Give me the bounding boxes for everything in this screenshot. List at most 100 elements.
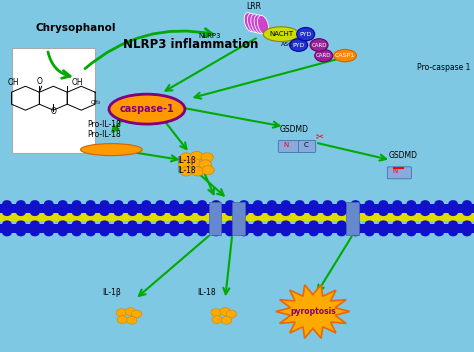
Circle shape — [128, 229, 137, 236]
Bar — [0, 204, 474, 213]
Bar — [346, 202, 359, 235]
Ellipse shape — [257, 15, 269, 34]
Circle shape — [183, 220, 193, 227]
Circle shape — [44, 229, 54, 236]
Circle shape — [183, 229, 193, 236]
Circle shape — [114, 209, 123, 216]
Text: OH: OH — [72, 78, 83, 87]
Circle shape — [72, 200, 82, 207]
Circle shape — [170, 220, 179, 227]
Circle shape — [220, 308, 230, 315]
Circle shape — [86, 220, 95, 227]
Circle shape — [197, 220, 207, 227]
Circle shape — [128, 220, 137, 227]
Text: GSDMD: GSDMD — [389, 151, 418, 160]
Ellipse shape — [297, 27, 315, 41]
Circle shape — [448, 209, 458, 216]
Text: O: O — [50, 107, 56, 117]
Circle shape — [392, 209, 402, 216]
Text: PYD: PYD — [300, 32, 312, 37]
Circle shape — [142, 200, 151, 207]
Text: NACHT: NACHT — [269, 31, 293, 37]
Circle shape — [295, 229, 304, 236]
Circle shape — [448, 220, 458, 227]
Circle shape — [239, 209, 249, 216]
Circle shape — [2, 200, 12, 207]
Circle shape — [365, 200, 374, 207]
Circle shape — [183, 200, 193, 207]
Circle shape — [267, 209, 277, 216]
Circle shape — [86, 209, 95, 216]
Circle shape — [226, 310, 237, 318]
Circle shape — [462, 209, 472, 216]
Circle shape — [407, 209, 416, 216]
Ellipse shape — [251, 14, 262, 33]
Circle shape — [44, 200, 54, 207]
Circle shape — [337, 200, 346, 207]
Ellipse shape — [109, 94, 185, 124]
Circle shape — [16, 200, 26, 207]
Circle shape — [114, 229, 123, 236]
Bar — [232, 202, 245, 235]
Circle shape — [16, 209, 26, 216]
Circle shape — [295, 209, 304, 216]
Circle shape — [407, 220, 416, 227]
Circle shape — [420, 200, 430, 207]
Circle shape — [379, 209, 388, 216]
Circle shape — [434, 209, 444, 216]
Circle shape — [2, 209, 12, 216]
Circle shape — [114, 220, 123, 227]
Circle shape — [58, 200, 67, 207]
Circle shape — [253, 209, 263, 216]
Circle shape — [202, 165, 214, 175]
Circle shape — [253, 220, 263, 227]
Text: LRR: LRR — [246, 1, 261, 11]
Circle shape — [434, 200, 444, 207]
Ellipse shape — [244, 13, 255, 32]
FancyBboxPatch shape — [387, 167, 411, 179]
Circle shape — [180, 153, 192, 162]
Text: PYD: PYD — [292, 43, 305, 48]
Text: C: C — [303, 142, 308, 148]
Circle shape — [211, 229, 221, 236]
Circle shape — [2, 229, 12, 236]
Circle shape — [323, 229, 332, 236]
Circle shape — [58, 220, 67, 227]
Circle shape — [365, 229, 374, 236]
Text: NLRP3: NLRP3 — [198, 33, 220, 39]
Circle shape — [58, 229, 67, 236]
Circle shape — [462, 229, 472, 236]
Circle shape — [199, 160, 211, 169]
Bar — [0, 213, 474, 221]
Circle shape — [225, 220, 235, 227]
Circle shape — [365, 209, 374, 216]
Circle shape — [180, 167, 192, 176]
Ellipse shape — [290, 39, 308, 51]
Circle shape — [295, 200, 304, 207]
Circle shape — [281, 200, 291, 207]
Circle shape — [155, 200, 165, 207]
FancyBboxPatch shape — [278, 140, 300, 152]
Circle shape — [253, 229, 263, 236]
Circle shape — [170, 229, 179, 236]
Circle shape — [201, 153, 213, 162]
Circle shape — [365, 220, 374, 227]
Circle shape — [323, 220, 332, 227]
Circle shape — [221, 316, 232, 324]
Circle shape — [309, 229, 319, 236]
Text: IL-18: IL-18 — [197, 288, 216, 297]
Circle shape — [183, 209, 193, 216]
Ellipse shape — [264, 27, 299, 42]
Circle shape — [155, 229, 165, 236]
Circle shape — [420, 220, 430, 227]
Circle shape — [225, 209, 235, 216]
Circle shape — [420, 209, 430, 216]
Ellipse shape — [334, 49, 356, 62]
Circle shape — [191, 167, 204, 176]
Circle shape — [448, 229, 458, 236]
Text: IL-1β: IL-1β — [102, 288, 121, 297]
Circle shape — [58, 209, 67, 216]
Circle shape — [142, 229, 151, 236]
Text: caspase-1: caspase-1 — [119, 104, 174, 114]
Circle shape — [191, 151, 203, 161]
